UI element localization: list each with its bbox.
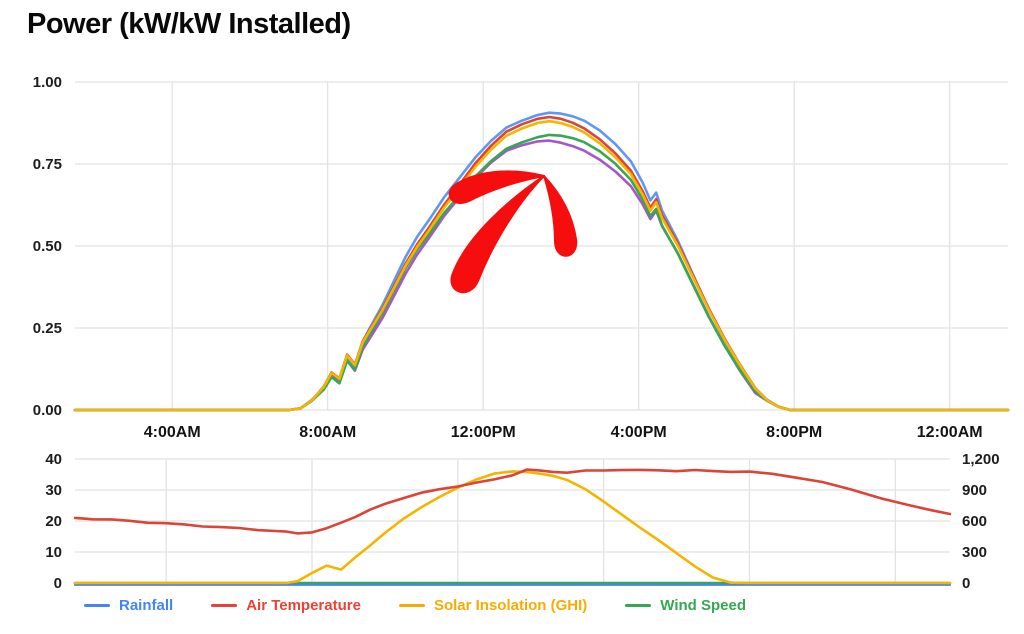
y-tick-label: 1.00 [33,74,62,91]
legend-label: Solar Insolation (GHI) [433,597,588,614]
y-tick-label: 0.00 [33,402,62,419]
series-line-power-orange [73,119,1010,412]
series-line-solar-insolation-ghi [73,470,952,585]
left-axis-tick-label: 30 [45,482,62,499]
legend: Rainfall Air Temperature Solar Insolation … [84,597,746,614]
x-tick-label: 8:00AM [299,424,356,441]
x-tick-label: 4:00PM [611,424,667,441]
left-axis-tick-label: 10 [45,544,62,561]
series-line-power-blue [73,111,1010,412]
legend-item-rainfall[interactable]: Rainfall [84,597,173,614]
right-axis-tick-label: 600 [962,513,987,530]
left-axis-tick-label: 40 [45,451,62,468]
legend-label: Rainfall [119,597,174,614]
series-line-air-temperature [73,468,952,535]
y-tick-label: 0.75 [33,156,62,173]
right-axis-tick-label: 900 [962,482,987,499]
right-axis-tick-label: 300 [962,544,987,561]
legend-label: Air Temperature [246,597,361,614]
legend-item-air-temperature[interactable]: Air Temperature [211,597,361,614]
left-axis-tick-label: 20 [45,513,62,530]
x-tick-label: 8:00PM [766,424,822,441]
arrow-annotation [448,170,545,204]
series-line-power-red [73,115,1010,412]
y-tick-label: 0.50 [33,238,62,255]
legend-swatch-icon [211,604,238,607]
legend-item-solar-insolation-ghi[interactable]: Solar Insolation (GHI) [398,597,588,614]
x-tick-label: 12:00AM [917,424,983,441]
y-tick-label: 0.25 [33,320,62,337]
right-axis-tick-label: 1,200 [962,451,1000,468]
arrow-annotation [450,175,545,294]
x-tick-label: 12:00PM [451,424,516,441]
legend-item-wind-speed[interactable]: Wind Speed [625,597,746,614]
legend-swatch-icon [84,604,110,607]
series-line-power-purple [73,139,1010,412]
chart-title: Power (kW/kW Installed) [27,8,351,40]
legend-swatch-icon [398,604,425,607]
legend-label: Wind Speed [660,597,746,614]
left-axis-tick-label: 0 [54,575,62,592]
legend-swatch-icon [625,604,652,607]
x-tick-label: 4:00AM [144,424,201,441]
arrow-annotation [543,175,578,257]
right-axis-tick-label: 0 [962,575,970,592]
